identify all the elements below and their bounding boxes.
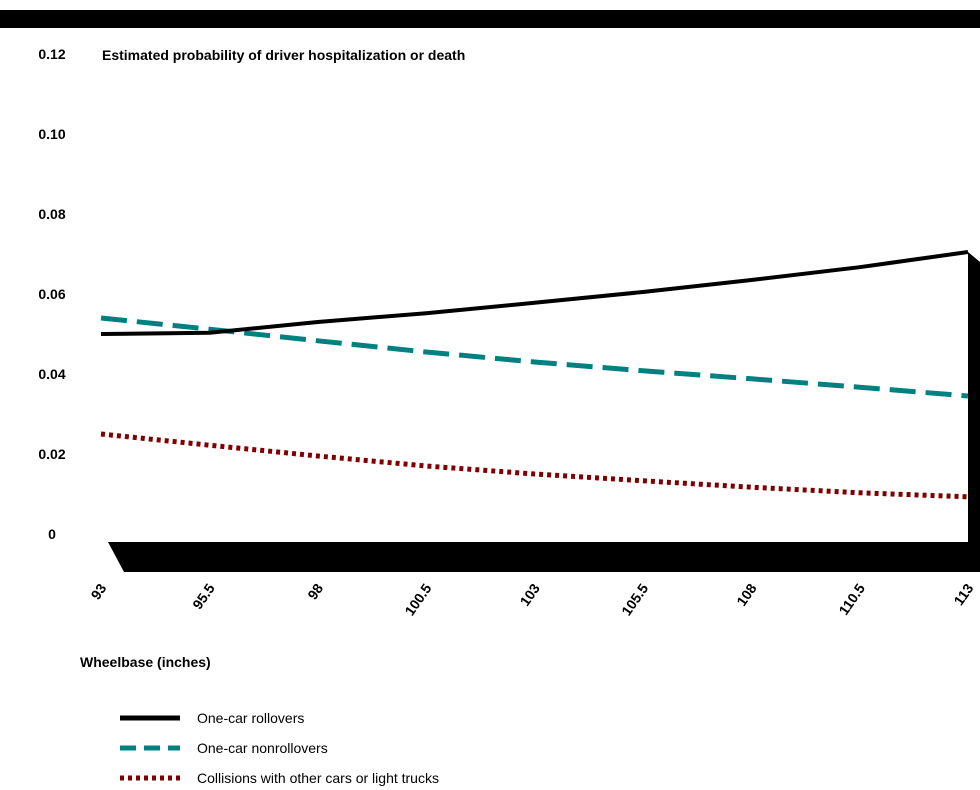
floor-3d-base — [108, 542, 980, 572]
x-tick-label: 100.5 — [401, 580, 434, 618]
legend-label: One-car rollovers — [197, 710, 304, 726]
y-tick-label: 0.04 — [38, 366, 65, 382]
x-axis-label: Wheelbase (inches) — [80, 654, 211, 670]
series-layer — [100, 250, 969, 500]
y-tick-label: 0.02 — [38, 446, 65, 462]
series-line-0 — [100, 250, 969, 336]
y-tick-label: 0.10 — [38, 126, 65, 142]
y-tick-label: 0.12 — [38, 46, 65, 62]
x-tick-label: 103 — [516, 580, 543, 608]
legend-label: One-car nonrollovers — [197, 740, 328, 756]
y-tick-label: 0.06 — [38, 286, 65, 302]
chart-title: Estimated probability of driver hospital… — [102, 47, 465, 63]
x-tick-label: 98 — [304, 580, 326, 602]
series-line-1 — [100, 315, 969, 399]
x-tick-label: 95.5 — [189, 580, 218, 612]
legend-label: Collisions with other cars or light truc… — [197, 770, 439, 786]
legend: One-car rollovers One-car nonrollovers Col… — [120, 710, 439, 786]
y-tick-label: 0 — [48, 526, 56, 542]
y-axis-ticks: 0 0.02 0.04 0.06 0.08 0.10 0.12 — [38, 46, 65, 542]
side-3d-wall — [968, 252, 980, 572]
series-line-2 — [100, 431, 969, 500]
x-tick-label: 93 — [87, 580, 109, 602]
x-axis-ticks: 93 95.5 98 100.5 103 105.5 108 110.5 113 — [87, 580, 976, 618]
x-tick-label: 108 — [733, 580, 760, 608]
top-banner — [0, 10, 980, 28]
x-tick-label: 105.5 — [618, 580, 651, 618]
x-tick-label: 113 — [950, 580, 976, 608]
x-tick-label: 110.5 — [835, 580, 868, 617]
y-tick-label: 0.08 — [38, 206, 65, 222]
